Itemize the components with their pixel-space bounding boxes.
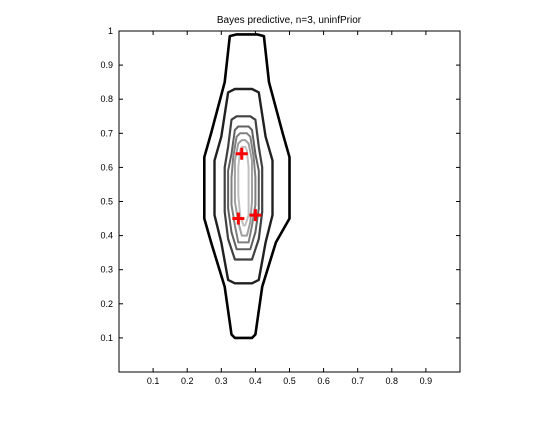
x-tick-label: 0.3 — [215, 376, 228, 386]
y-tick-label: 0.5 — [100, 197, 113, 207]
contour-line-level-2 — [213, 87, 274, 285]
y-tick-label: 0.8 — [100, 94, 113, 104]
data-point-marker — [235, 147, 248, 160]
contours-group — [203, 33, 291, 340]
contour-line-level-6 — [233, 139, 253, 237]
data-point-marker — [249, 209, 262, 222]
x-tick-label: 0.9 — [420, 376, 433, 386]
x-tick-label: 0.1 — [147, 376, 160, 386]
x-tick-label: 0.7 — [351, 376, 364, 386]
contour-line-level-3 — [223, 115, 264, 261]
y-tick-label: 0.3 — [100, 265, 113, 275]
chart-title: Bayes predictive, n=3, uninfPrior — [217, 15, 362, 26]
contour-line-level-5 — [230, 132, 257, 244]
contour-line-level-7 — [237, 145, 250, 227]
contour-line-level-4 — [227, 125, 260, 251]
y-tick-label: 0.1 — [100, 333, 113, 343]
x-tick-label: 0.8 — [386, 376, 399, 386]
y-tick-label: 0.9 — [100, 60, 113, 70]
markers-group — [232, 147, 262, 225]
y-tick-label: 0.6 — [100, 162, 113, 172]
x-tick-label: 0.2 — [181, 376, 194, 386]
y-tick-label: 1 — [108, 26, 113, 36]
y-tick-label: 0.4 — [100, 231, 113, 241]
y-tick-label: 0.7 — [100, 128, 113, 138]
y-axis: 0.1 0.2 0.3 0.4 0.5 0.6 0.7 0.8 0.9 1 — [100, 26, 460, 343]
x-tick-label: 0.6 — [317, 376, 330, 386]
x-tick-label: 0.5 — [283, 376, 296, 386]
contour-line-level-1 — [203, 33, 291, 340]
x-tick-label: 0.4 — [249, 376, 262, 386]
y-tick-label: 0.2 — [100, 299, 113, 309]
data-point-marker — [232, 212, 245, 225]
x-axis: 0.1 0.2 0.3 0.4 0.5 0.6 0.7 0.8 0.9 — [147, 31, 432, 386]
